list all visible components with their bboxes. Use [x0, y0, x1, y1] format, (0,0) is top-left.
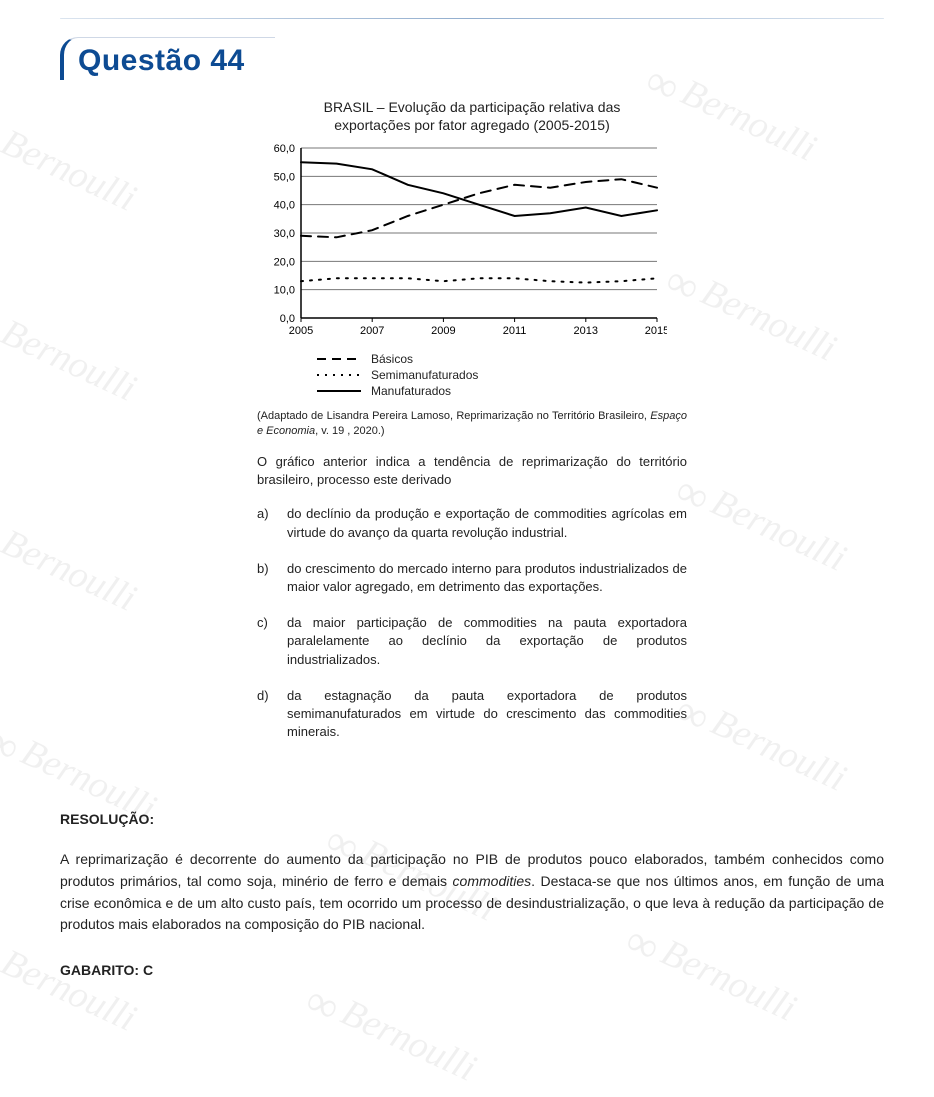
legend-label: Básicos — [371, 352, 413, 366]
legend-label: Semimanufaturados — [371, 368, 478, 382]
alt-letter: c) — [257, 614, 275, 669]
legend-semi: Semimanufaturados — [317, 367, 687, 383]
question-stem: O gráfico anterior indica a tendência de… — [257, 453, 687, 489]
question-number: Questão 44 — [78, 44, 245, 77]
alternative-a[interactable]: a) do declínio da produção e exportação … — [257, 505, 687, 541]
question-header: Questão 44 — [60, 37, 275, 80]
svg-text:50,0: 50,0 — [274, 172, 295, 184]
svg-text:2007: 2007 — [360, 325, 384, 337]
alt-text: do declínio da produção e exportação de … — [287, 505, 687, 541]
chart-title: BRASIL – Evolução da participação relati… — [257, 98, 687, 134]
alternative-b[interactable]: b) do crescimento do mercado interno par… — [257, 560, 687, 596]
svg-text:60,0: 60,0 — [274, 143, 295, 155]
resolution-heading: RESOLUÇÃO: — [60, 811, 884, 827]
svg-text:30,0: 30,0 — [274, 228, 295, 240]
svg-text:40,0: 40,0 — [274, 200, 295, 212]
alt-letter: b) — [257, 560, 275, 596]
legend-manuf: Manufaturados — [317, 383, 687, 399]
svg-text:2013: 2013 — [574, 325, 598, 337]
top-divider — [60, 18, 884, 19]
resolution-text: A reprimarização é decorrente do aumento… — [60, 849, 884, 936]
svg-text:2011: 2011 — [503, 325, 527, 337]
svg-text:10,0: 10,0 — [274, 285, 295, 297]
legend-basicos: Básicos — [317, 351, 687, 367]
resolution-block: RESOLUÇÃO: A reprimarização é decorrente… — [60, 811, 884, 978]
alternative-d[interactable]: d) da estagnação da pauta exportadora de… — [257, 687, 687, 742]
chart-title-line2: exportações por fator agregado (2005-201… — [334, 117, 610, 133]
chart-caption: (Adaptado de Lisandra Pereira Lamoso, Re… — [257, 409, 687, 439]
alt-letter: d) — [257, 687, 275, 742]
chart: 0,0 10,0 20,0 30,0 40,0 50,0 60,0 2005 2007 2009 2… — [257, 140, 687, 399]
chart-title-line1: BRASIL – Evolução da participação relati… — [324, 99, 621, 115]
alt-text: da maior participação de commodities na … — [287, 614, 687, 669]
svg-text:0,0: 0,0 — [280, 313, 295, 325]
legend-label: Manufaturados — [371, 384, 451, 398]
question-body: BRASIL – Evolução da participação relati… — [257, 98, 687, 741]
alt-text: da estagnação da pauta exportadora de pr… — [287, 687, 687, 742]
svg-text:2005: 2005 — [289, 325, 313, 337]
alt-letter: a) — [257, 505, 275, 541]
caption-prefix: (Adaptado de Lisandra Pereira Lamoso, Re… — [257, 410, 650, 422]
alt-text: do crescimento do mercado interno para p… — [287, 560, 687, 596]
svg-text:2009: 2009 — [431, 325, 455, 337]
answer-key: GABARITO: C — [60, 962, 884, 978]
resolution-text-italic: commodities — [453, 873, 532, 889]
chart-svg: 0,0 10,0 20,0 30,0 40,0 50,0 60,0 2005 2007 2009 2… — [257, 140, 667, 340]
svg-text:20,0: 20,0 — [274, 257, 295, 269]
alternative-c[interactable]: c) da maior participação de commodities … — [257, 614, 687, 669]
chart-legend: Básicos Semimanufaturados Manufaturados — [317, 351, 687, 399]
caption-suffix: , v. 19 , 2020.) — [315, 425, 385, 437]
page: Questão 44 BRASIL – Evolução da particip… — [0, 0, 934, 1008]
svg-text:2015: 2015 — [645, 325, 667, 337]
